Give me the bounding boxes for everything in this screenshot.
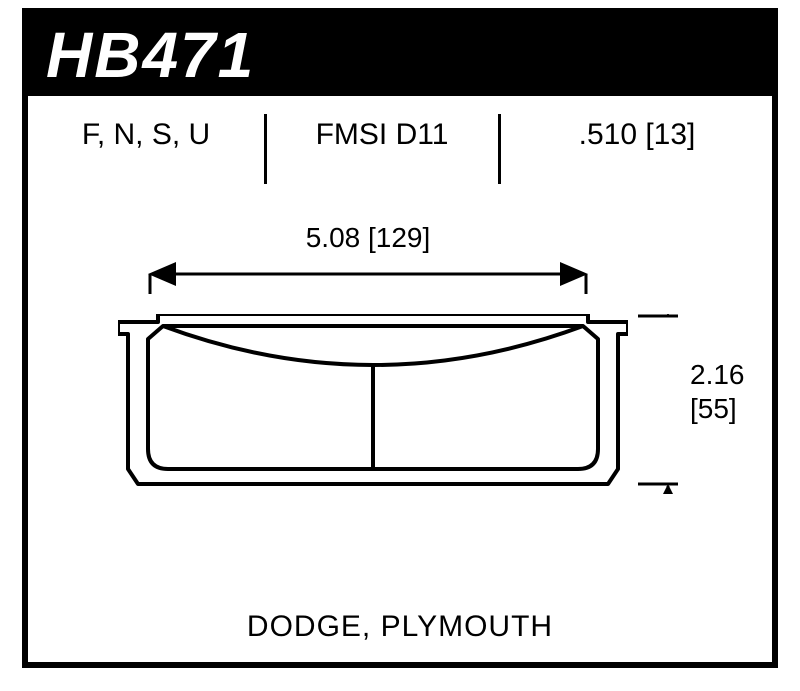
spec-divider-1 [264, 114, 267, 184]
vehicle-fitment: DODGE, PLYMOUTH [28, 610, 772, 644]
height-dimension-label: 2.16 [55] [690, 358, 745, 425]
spec-thickness: .510 [13] [502, 114, 772, 184]
spec-row: F, N, S, U FMSI D11 .510 [13] [28, 114, 772, 184]
spec-compounds: F, N, S, U [28, 114, 264, 184]
header-band: HB471 [28, 14, 772, 96]
width-in: 5.08 [306, 222, 361, 253]
width-dimension-label: 5.08 [129] [148, 222, 588, 254]
spec-fmsi: FMSI D11 [268, 114, 496, 184]
width-mm: [129] [368, 222, 430, 253]
height-mm: [55] [690, 393, 737, 424]
diagram-frame: HB471 F, N, S, U FMSI D11 .510 [13] 5.08… [22, 8, 778, 668]
height-dimension: 2.16 [55] [638, 314, 778, 484]
spec-divider-2 [498, 114, 501, 184]
width-dimension: 5.08 [129] [148, 254, 588, 294]
brake-pad-outline [118, 314, 628, 494]
width-arrow-icon [148, 254, 588, 294]
part-number: HB471 [46, 18, 255, 92]
height-in: 2.16 [690, 359, 745, 390]
